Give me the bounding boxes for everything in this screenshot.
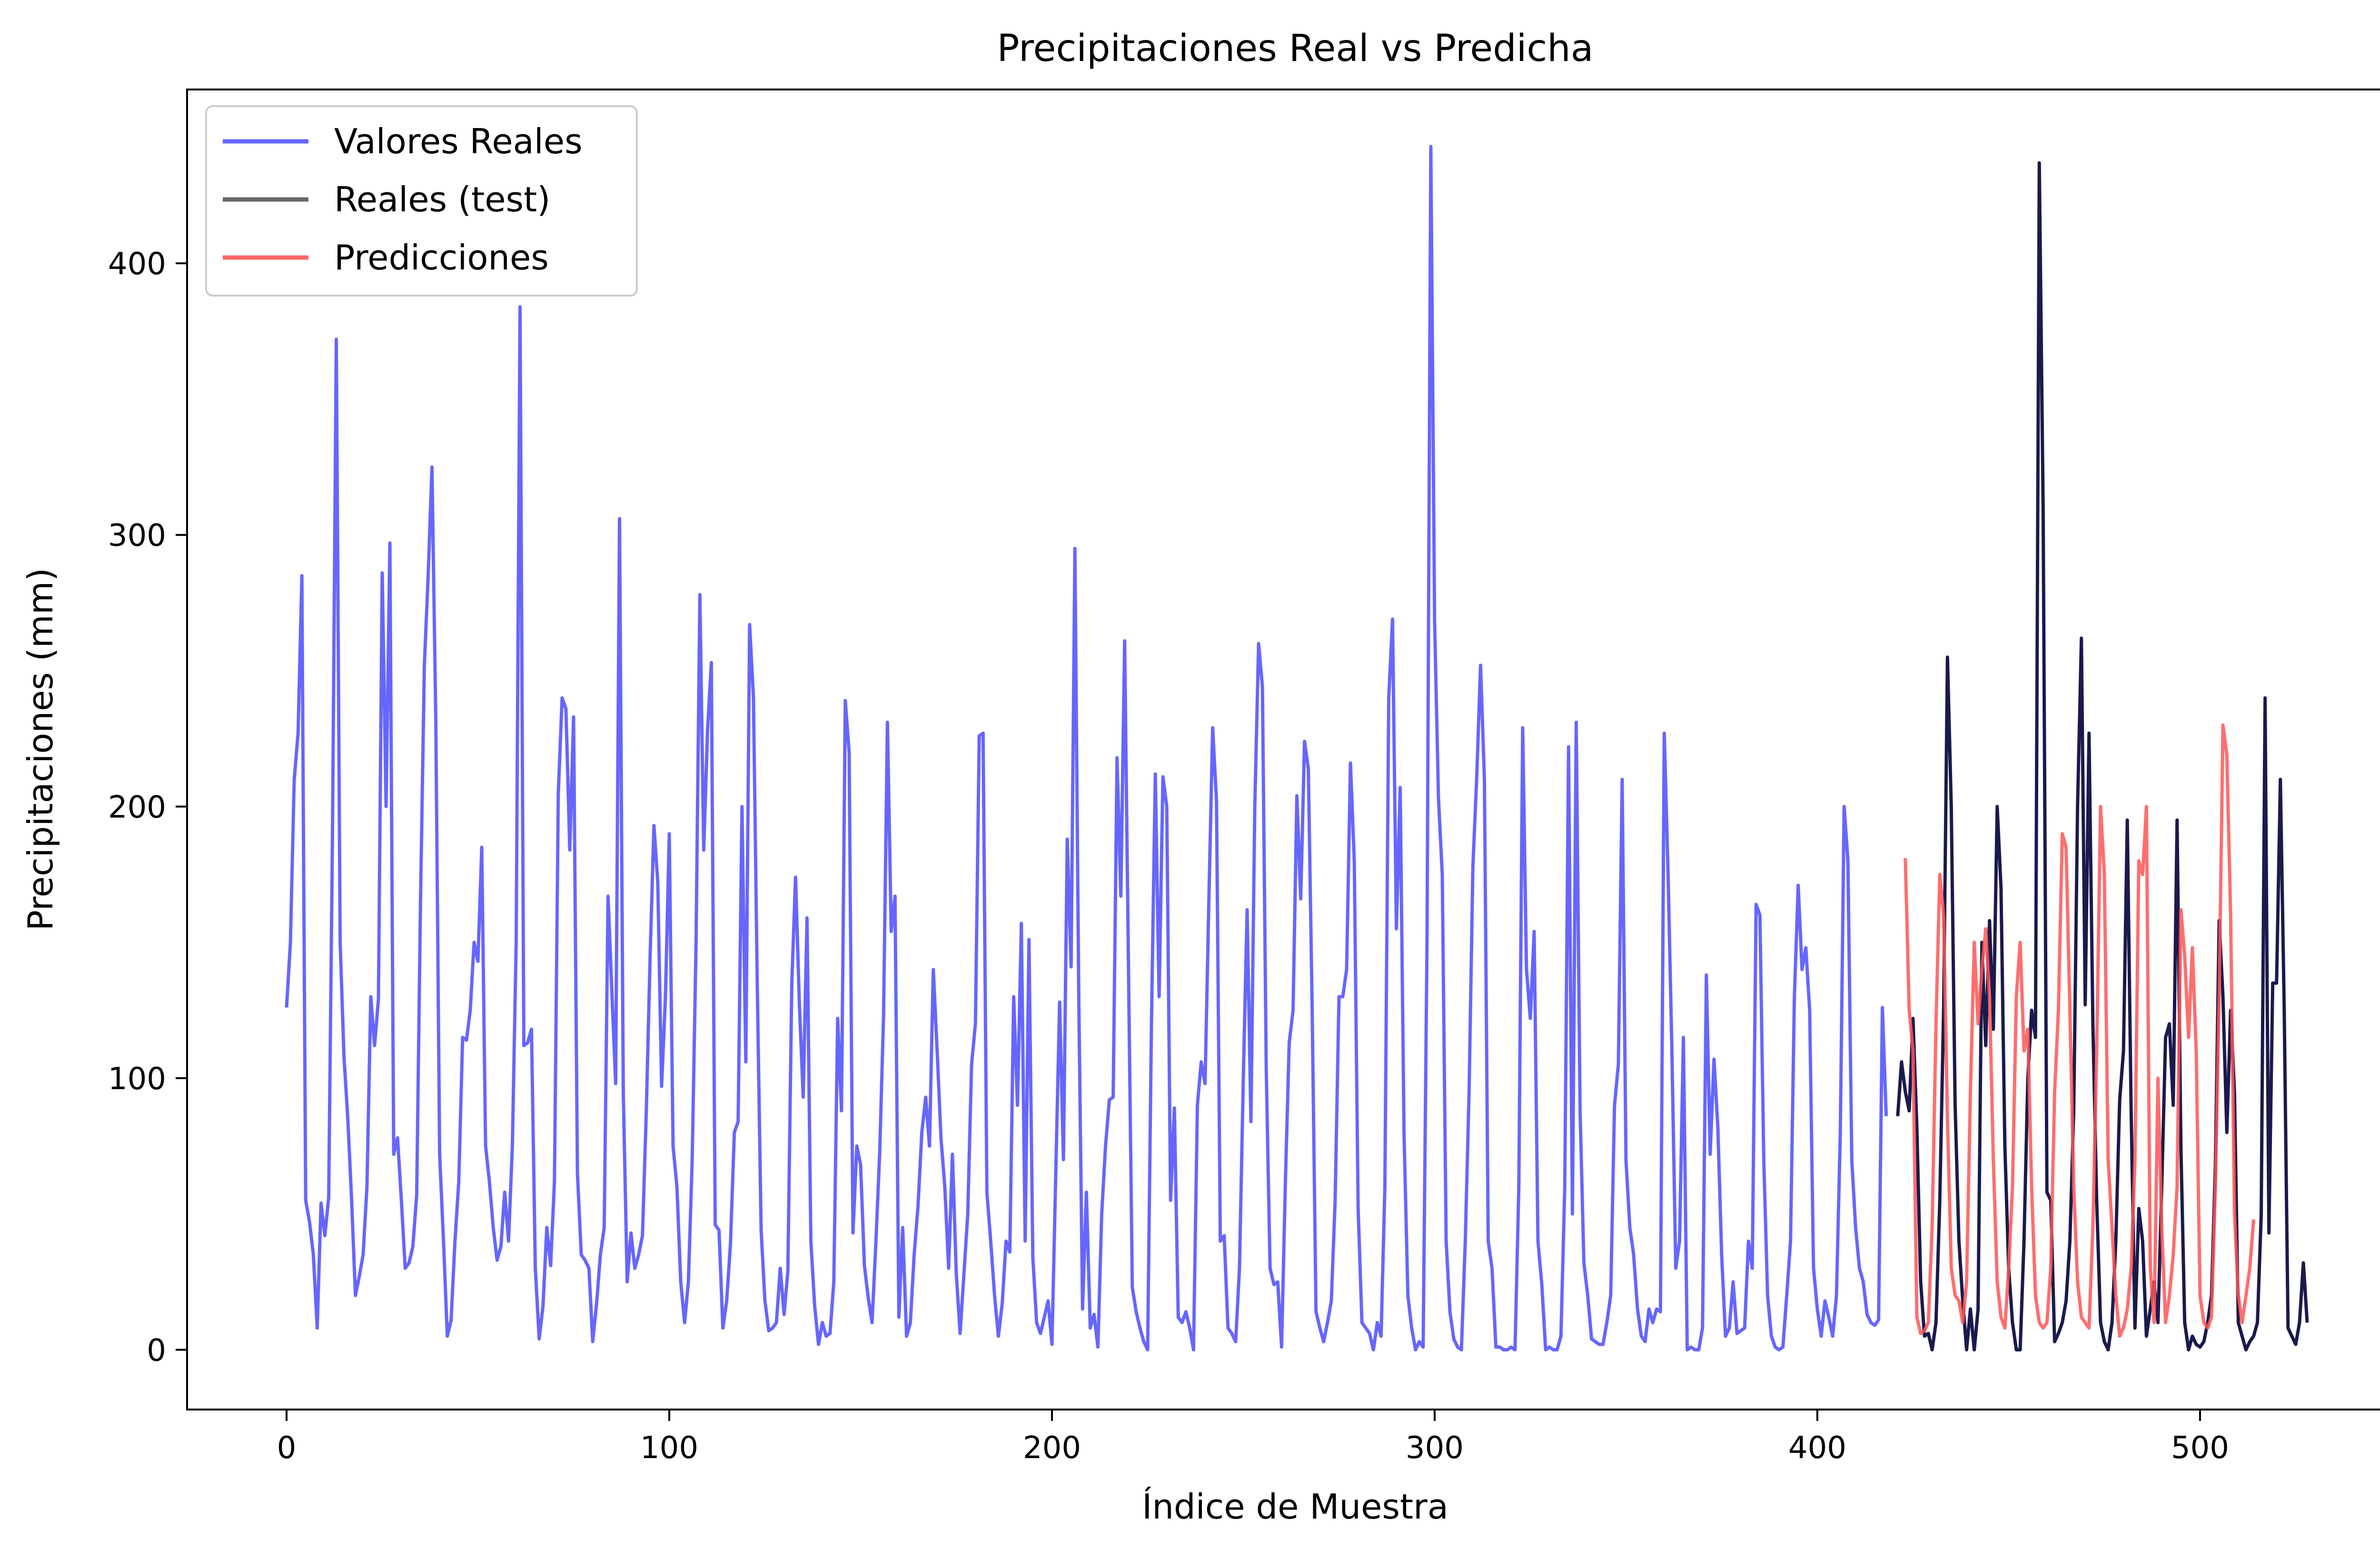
axis-ticks: 0 100 200 300 400 500 0 100 200 300 400 xyxy=(108,247,2229,1466)
x-tick-label: 200 xyxy=(1023,1430,1081,1466)
y-tick-label: 400 xyxy=(108,247,166,282)
x-tick-label: 100 xyxy=(640,1430,698,1466)
legend-label-valores-reales: Valores Reales xyxy=(334,121,583,161)
axes-frame xyxy=(186,89,2380,1410)
x-tick-label: 0 xyxy=(277,1430,297,1466)
series-line-predicciones xyxy=(1904,723,2255,1338)
y-tick-label: 100 xyxy=(108,1062,166,1097)
series-line-reales-test xyxy=(1896,161,2309,1351)
x-axis-label: Índice de Muestra xyxy=(1142,1487,1448,1527)
y-tick-label: 0 xyxy=(147,1333,166,1368)
series-line-valores-reales xyxy=(285,145,1888,1351)
x-tick-label: 300 xyxy=(1406,1430,1464,1466)
y-axis-label: Precipitaciones (mm) xyxy=(20,568,60,931)
chart-title: Precipitaciones Real vs Predicha xyxy=(997,27,1593,70)
legend-label-reales-test: Reales (test) xyxy=(334,179,550,219)
legend: Valores Reales Reales (test) Prediccione… xyxy=(205,105,638,297)
legend-label-predicciones: Predicciones xyxy=(334,238,549,278)
x-tick-label: 400 xyxy=(1788,1430,1846,1466)
y-tick-label: 200 xyxy=(108,790,166,825)
legend-box xyxy=(205,105,638,297)
x-tick-label: 500 xyxy=(2171,1430,2229,1466)
y-tick-label: 300 xyxy=(108,518,166,554)
plot-area xyxy=(285,145,2309,1351)
